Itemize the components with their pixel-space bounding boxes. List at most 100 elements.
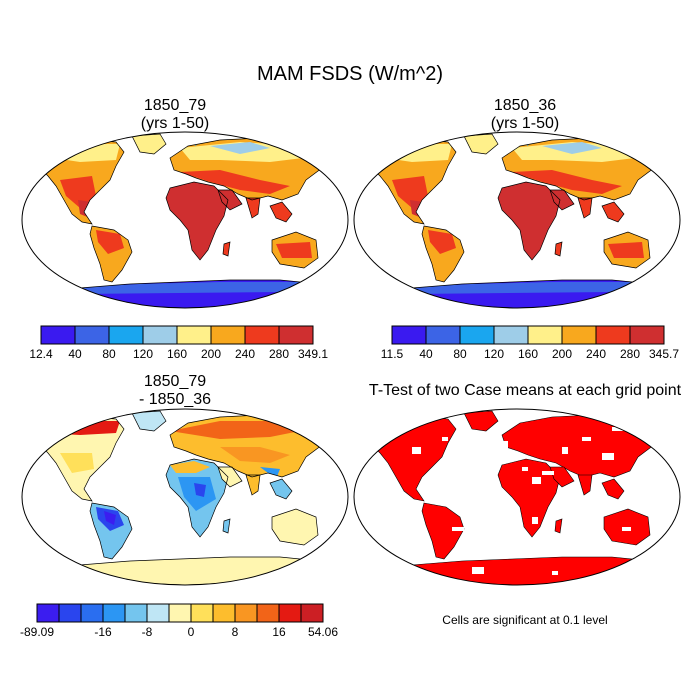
coastline-india <box>245 197 261 219</box>
colorbar-label: -8 <box>142 625 153 639</box>
colorbar-box <box>74 325 110 345</box>
colorbar-label: 40 <box>419 347 433 361</box>
colorbar-label: 240 <box>235 347 255 361</box>
coastline-africa <box>165 458 229 538</box>
nonsignificant-cell <box>392 575 401 582</box>
panel-title-line1: 1850_36 <box>493 97 557 114</box>
map-panel-ttest <box>353 408 681 586</box>
nonsignificant-cell <box>542 471 554 475</box>
land-africa <box>166 182 228 260</box>
map-border <box>21 408 349 586</box>
coastline-seasia <box>269 201 293 223</box>
colorbar-box <box>212 603 236 623</box>
colorbar-box <box>108 325 144 345</box>
colorbar-label: 160 <box>518 347 538 361</box>
coastline-arabia <box>549 189 575 211</box>
colorbar-box <box>459 325 495 345</box>
colorbar-label: 280 <box>269 347 289 361</box>
land-arabia <box>218 190 242 210</box>
nonsignificant-cell <box>532 517 538 524</box>
colorbar-box <box>40 325 76 345</box>
field-region <box>194 483 206 497</box>
colorbar-box <box>527 325 563 345</box>
figure-title: MAM FSDS (W/m^2) <box>256 63 444 85</box>
colorbar-difference: -89.09 -16 -8 0 8 16 54.06 <box>20 603 338 639</box>
coastline-seasia <box>601 201 625 223</box>
colorbar-label: 80 <box>102 347 116 361</box>
colorbar-box <box>146 603 170 623</box>
nonsignificant-cell <box>442 437 448 441</box>
colorbar-box <box>300 603 324 623</box>
field-region <box>428 230 456 254</box>
field-region <box>104 511 116 525</box>
coastline-madagascar <box>222 518 231 534</box>
coastline-samerica <box>421 225 465 283</box>
nonsignificant-cell <box>472 567 484 574</box>
field-region <box>210 142 270 154</box>
colorbar-label: 280 <box>620 347 640 361</box>
land-africa <box>498 182 560 260</box>
colorbar-box <box>80 603 104 623</box>
colorbar-label: 54.06 <box>308 625 338 639</box>
nonsignificant-cell <box>582 437 591 441</box>
field-region <box>170 461 210 473</box>
significant-region-seasia <box>601 478 625 500</box>
colorbar-box <box>210 325 246 345</box>
colorbar-box <box>493 325 529 345</box>
nonsignificant-cell <box>552 571 558 575</box>
colorbar-label: 345.7 <box>649 347 679 361</box>
panel-title-line1: 1850_79 <box>143 373 207 390</box>
map-panel-1850-79 <box>21 131 349 309</box>
nonsignificant-cell <box>502 441 508 448</box>
colorbar-label: 16 <box>272 625 286 639</box>
panel-title-line1: 1850_79 <box>143 97 207 114</box>
map-border <box>353 408 681 586</box>
significant-region-india <box>577 474 593 496</box>
land-india <box>246 198 260 218</box>
colorbar-label: 0 <box>188 625 195 639</box>
field-region <box>542 142 602 154</box>
nonsignificant-cell <box>612 427 624 431</box>
colorbar-label: 40 <box>68 347 82 361</box>
significant-region-greenland <box>463 410 499 432</box>
land-greenland <box>132 134 166 154</box>
nonsignificant-cell <box>412 447 421 454</box>
field-region <box>40 421 120 435</box>
coastline-samerica <box>89 502 133 560</box>
colorbar-box <box>102 603 126 623</box>
field-region <box>96 230 124 254</box>
coastline-greenland <box>131 410 167 432</box>
coastline-samerica <box>89 225 133 283</box>
field-region <box>276 242 312 258</box>
colorbar-label: 349.1 <box>298 347 328 361</box>
colorbar-label: 240 <box>586 347 606 361</box>
nonsignificant-cell <box>522 467 528 471</box>
coastline-arabia <box>217 466 243 488</box>
nonsignificant-cell <box>562 447 568 454</box>
map-border <box>21 131 349 309</box>
colorbar-box <box>244 325 280 345</box>
coastline-madagascar <box>222 241 231 257</box>
colorbar-box <box>278 325 314 345</box>
significant-region-samerica <box>421 502 465 560</box>
land-australia <box>272 509 318 545</box>
nonsignificant-cell <box>452 527 464 531</box>
significant-region-africa <box>497 458 561 538</box>
coastline-madagascar <box>554 241 563 257</box>
coastline-greenland <box>463 133 499 155</box>
field-region <box>608 242 644 258</box>
land-greenland <box>464 134 498 154</box>
colorbar-1850-79: 12.4 40 80 120 160 200 240 280 349.1 <box>29 325 328 361</box>
panel-title-line2: (yrs 1-50) <box>490 115 560 132</box>
colorbar-box <box>190 603 214 623</box>
significant-region-arabia <box>549 466 575 488</box>
colorbar-box <box>278 603 302 623</box>
colorbar-label: 8 <box>232 625 239 639</box>
colorbar-box <box>561 325 597 345</box>
coastline-australia <box>603 231 651 269</box>
nonsignificant-cell <box>602 453 614 460</box>
colorbar-box <box>168 603 192 623</box>
land-greenland <box>132 411 166 431</box>
panel-title-line2: (yrs 1-50) <box>140 115 210 132</box>
map-panel-difference <box>21 408 349 586</box>
